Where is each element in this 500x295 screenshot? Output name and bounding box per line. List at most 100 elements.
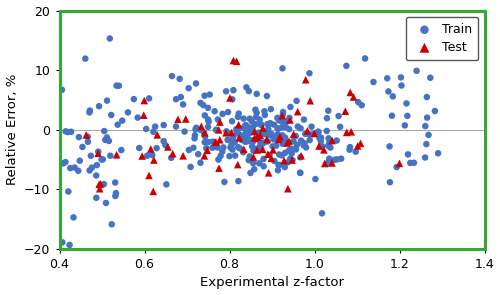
Train <box>256 117 264 122</box>
Train <box>228 97 236 102</box>
Test <box>140 98 148 103</box>
Train <box>106 36 114 41</box>
Train <box>281 135 289 140</box>
Train <box>102 137 110 142</box>
Train <box>142 127 150 131</box>
Train <box>282 140 290 144</box>
Train <box>264 122 272 127</box>
Train <box>270 159 278 163</box>
Train <box>95 104 103 109</box>
Train <box>274 163 282 167</box>
Train <box>410 160 418 165</box>
Train <box>66 242 74 247</box>
Train <box>250 167 258 172</box>
Train <box>288 158 296 163</box>
Train <box>194 152 202 156</box>
Train <box>212 142 220 147</box>
Test <box>259 126 267 130</box>
Train <box>230 88 237 93</box>
Train <box>243 136 251 141</box>
Test <box>200 153 208 158</box>
Train <box>74 168 82 173</box>
Train <box>248 144 256 149</box>
Train <box>274 126 281 131</box>
Train <box>210 109 218 114</box>
Train <box>105 139 113 143</box>
Train <box>190 145 198 150</box>
Test <box>297 153 305 158</box>
Test <box>286 118 294 122</box>
Test <box>342 109 349 114</box>
Train <box>206 92 214 97</box>
Train <box>282 125 290 130</box>
Train <box>421 155 429 160</box>
Train <box>266 121 274 126</box>
Train <box>112 194 120 198</box>
Train <box>255 161 263 166</box>
Train <box>230 140 238 144</box>
Train <box>224 131 232 135</box>
Train <box>300 117 308 122</box>
Train <box>233 130 241 135</box>
Train <box>241 140 249 144</box>
Train <box>306 71 314 76</box>
Train <box>423 115 431 120</box>
Train <box>324 108 332 113</box>
Train <box>59 161 67 166</box>
Train <box>354 100 362 104</box>
Train <box>386 180 394 185</box>
Train <box>107 113 115 117</box>
Train <box>252 147 260 151</box>
Train <box>292 134 300 138</box>
Train <box>260 140 268 145</box>
Train <box>64 189 72 194</box>
Train <box>62 160 70 164</box>
Train <box>214 157 222 162</box>
Train <box>196 160 204 165</box>
Train <box>202 146 210 151</box>
Train <box>300 143 308 148</box>
Train <box>312 177 320 181</box>
Train <box>172 124 180 129</box>
Train <box>249 161 257 165</box>
Train <box>406 160 414 165</box>
Test <box>294 109 302 114</box>
Train <box>266 121 274 126</box>
Train <box>276 163 283 167</box>
Test <box>250 129 258 134</box>
Test <box>302 77 310 82</box>
Test <box>204 148 212 153</box>
Train <box>306 138 314 142</box>
Train <box>237 135 245 140</box>
Train <box>281 165 289 169</box>
Test <box>284 141 292 145</box>
Train <box>239 150 247 155</box>
Test <box>212 140 220 145</box>
Train <box>64 130 72 135</box>
Test <box>290 132 298 137</box>
Test <box>198 124 205 129</box>
Train <box>254 135 262 140</box>
Test <box>226 96 234 100</box>
Test <box>328 160 336 165</box>
Test <box>145 173 153 178</box>
Train <box>236 146 244 151</box>
Train <box>422 142 430 147</box>
Train <box>214 145 222 150</box>
Test <box>250 155 258 159</box>
Train <box>324 143 332 148</box>
Train <box>267 107 275 112</box>
Test <box>216 120 224 124</box>
Train <box>370 80 378 84</box>
Train <box>200 130 208 135</box>
Train <box>124 110 132 115</box>
Train <box>245 125 253 130</box>
Train <box>258 122 266 127</box>
Test <box>168 151 176 156</box>
Train <box>423 95 431 99</box>
Train <box>86 108 94 113</box>
Test <box>216 137 224 142</box>
Train <box>111 180 119 185</box>
Train <box>398 83 406 88</box>
Train <box>252 91 260 96</box>
